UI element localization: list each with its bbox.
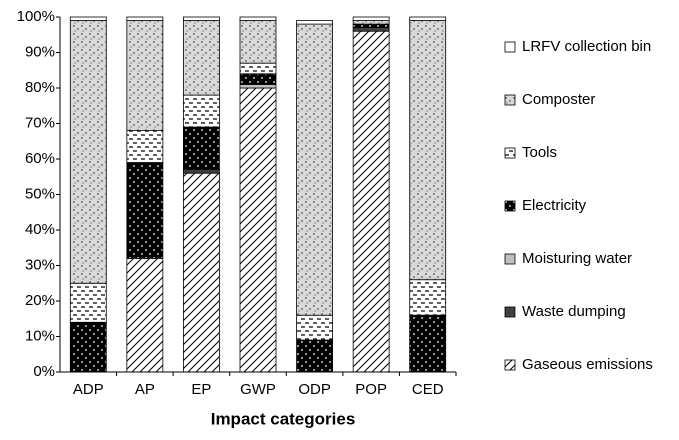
bar-segment bbox=[296, 314, 333, 341]
x-tick-label: POP bbox=[355, 381, 387, 398]
legend-label: Gaseous emissions bbox=[522, 356, 653, 373]
legend-label: Composter bbox=[522, 91, 595, 108]
bar-segment bbox=[239, 73, 277, 85]
x-tick-label: GWP bbox=[240, 381, 276, 398]
bar-segment bbox=[69, 282, 107, 323]
x-tick-label: ODP bbox=[298, 381, 331, 398]
y-tick-label: 70% bbox=[25, 114, 55, 131]
bar-segment bbox=[69, 16, 107, 21]
bar-segment bbox=[409, 20, 447, 281]
legend-label: Moisturing water bbox=[522, 250, 632, 267]
bar-segment bbox=[183, 94, 220, 128]
bar-segment bbox=[352, 27, 390, 32]
y-tick-label: 40% bbox=[25, 221, 55, 238]
legend-swatch bbox=[504, 306, 516, 318]
bar-segment bbox=[126, 20, 164, 132]
bar-segment bbox=[409, 314, 447, 373]
bar-segment bbox=[183, 172, 220, 373]
bar-segment bbox=[409, 16, 447, 21]
legend-label: Waste dumping bbox=[522, 303, 626, 320]
bar-segment bbox=[409, 279, 447, 316]
bar-segment bbox=[126, 130, 164, 163]
bar-segment bbox=[352, 23, 390, 29]
bar-segment bbox=[296, 339, 333, 373]
y-tick-label: 60% bbox=[25, 150, 55, 167]
legend-label: Electricity bbox=[522, 197, 587, 214]
bar-segment bbox=[126, 162, 164, 259]
bar-segment bbox=[239, 16, 277, 21]
y-tick-label: 90% bbox=[25, 43, 55, 60]
y-tick-label: 20% bbox=[25, 292, 55, 309]
bar-segment bbox=[126, 257, 164, 373]
bar-segment bbox=[183, 126, 220, 171]
bar-segment bbox=[183, 16, 220, 21]
legend-swatch bbox=[504, 200, 516, 212]
bar-segment bbox=[352, 30, 390, 373]
legend-label: LRFV collection bin bbox=[522, 38, 651, 55]
bar-segment bbox=[296, 20, 333, 25]
y-tick-label: 100% bbox=[17, 8, 55, 25]
x-tick-label: AP bbox=[135, 381, 155, 398]
bar-segment bbox=[352, 20, 390, 25]
legend-swatch bbox=[504, 41, 516, 53]
bar-segment bbox=[69, 20, 107, 284]
bar-segment bbox=[183, 169, 220, 174]
bar-segment bbox=[69, 321, 107, 373]
bar-segment bbox=[239, 87, 277, 373]
x-axis-title: Impact categories bbox=[211, 409, 356, 428]
bar-segment bbox=[239, 62, 277, 75]
bar-segment bbox=[239, 20, 277, 64]
y-tick-label: 10% bbox=[25, 327, 55, 344]
bar-segment bbox=[296, 23, 333, 316]
legend-swatch bbox=[504, 147, 516, 159]
y-tick-label: 30% bbox=[25, 256, 55, 273]
x-tick-label: ADP bbox=[73, 381, 104, 398]
bar-segment bbox=[126, 16, 164, 21]
legend-label: Tools bbox=[522, 144, 557, 161]
x-tick-label: CED bbox=[412, 381, 444, 398]
bar-segment bbox=[239, 84, 277, 89]
y-tick-label: 50% bbox=[25, 185, 55, 202]
bar-segment bbox=[183, 20, 220, 96]
y-tick-label: 80% bbox=[25, 79, 55, 96]
bar-segment bbox=[352, 16, 390, 21]
legend-swatch bbox=[504, 359, 516, 371]
y-tick-label: 0% bbox=[33, 363, 55, 380]
legend-swatch bbox=[504, 253, 516, 265]
legend-swatch bbox=[504, 94, 516, 106]
x-tick-label: EP bbox=[191, 381, 211, 398]
